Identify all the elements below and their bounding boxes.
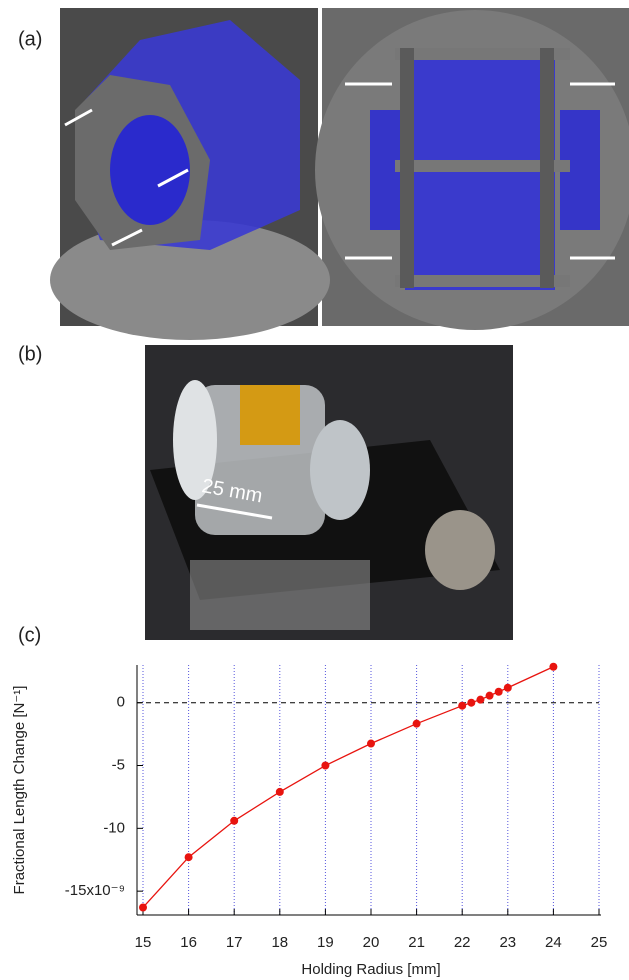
data-point (485, 691, 494, 700)
render-image (50, 8, 629, 340)
x-axis-title: Holding Radius [mm] (301, 961, 440, 978)
y-axis-title: Fractional Length Change [N⁻¹] (11, 686, 28, 895)
x-tick-label: 23 (499, 934, 516, 951)
data-point (275, 787, 284, 796)
x-tick-label: 22 (454, 934, 471, 951)
data-point (321, 761, 330, 770)
data-point (549, 662, 558, 671)
data-point (467, 698, 476, 707)
data-point (503, 683, 512, 692)
x-tick-label: 21 (408, 934, 425, 951)
y-tick-label: 0 (117, 694, 125, 711)
y-tick-label: -15x10⁻⁹ (65, 882, 125, 899)
panel-label: (c) (18, 624, 41, 646)
y-tick-label: -5 (112, 756, 125, 773)
x-tick-label: 18 (271, 934, 288, 951)
data-point (139, 903, 147, 912)
panel-label: (a) (18, 28, 42, 50)
x-tick-label: 15 (135, 934, 152, 951)
x-tick-label: 19 (317, 934, 334, 951)
x-tick-label: 24 (545, 934, 562, 951)
data-point (184, 853, 193, 862)
panel-label: (b) (18, 343, 42, 365)
photo-image: 25 mm (145, 345, 513, 640)
x-tick-label: 17 (226, 934, 243, 951)
data-point (476, 695, 485, 704)
x-tick-label: 25 (591, 934, 608, 951)
x-tick-label: 20 (363, 934, 380, 951)
data-point (230, 816, 239, 825)
data-point (367, 739, 375, 748)
data-point (494, 687, 503, 696)
data-point (458, 701, 467, 710)
x-tick-label: 16 (180, 934, 197, 951)
data-point (412, 719, 421, 728)
y-tick-label: -10 (103, 819, 125, 836)
